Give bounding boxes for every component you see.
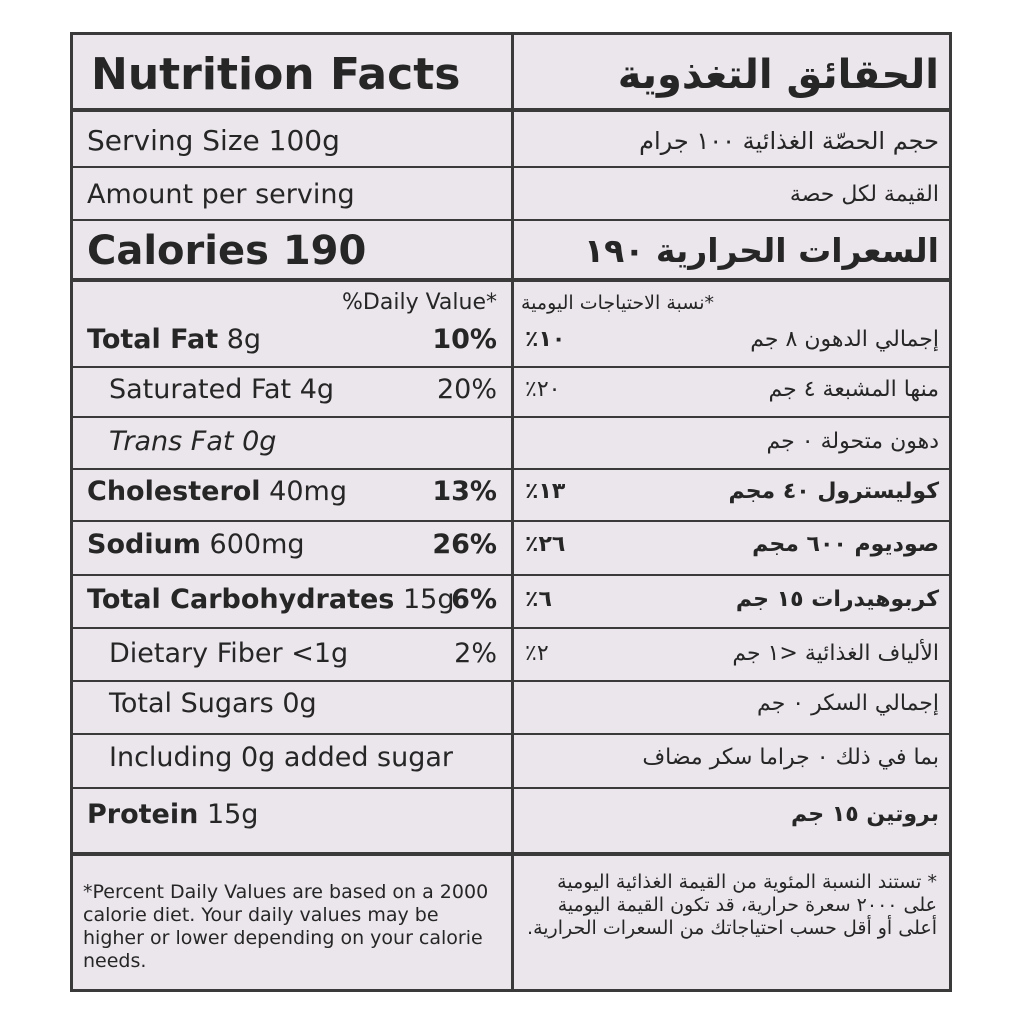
footnote-ar: * تستند النسبة المئوية من القيمة الغذائي… (527, 871, 937, 939)
nutrient-amount: 8g (226, 324, 262, 355)
daily-value: 13% (432, 476, 497, 507)
daily-value-header: %Daily Value* (342, 290, 497, 315)
nutrient-label: Total Sugars (109, 688, 274, 719)
rule (73, 219, 949, 221)
daily-value-ar: ١٣٪ (525, 479, 566, 504)
rule (73, 852, 949, 856)
nutrient-label: Total Fat (87, 324, 219, 355)
rule (73, 680, 949, 682)
serving-size-ar: حجم الحصّة الغذائية ١٠٠ جرام (639, 127, 939, 155)
nutrient-amount: 0g (242, 426, 277, 457)
nutrient-name-ar: إجمالي الدهون ٨ جم (750, 327, 939, 352)
nutrient-name: Cholesterol 40mg (87, 472, 347, 512)
nutrition-label: Nutrition Facts الحقائق التغذوية Serving… (70, 32, 952, 992)
rule (73, 627, 949, 629)
nutrient-name: Total Carbohydrates 15g (87, 580, 454, 620)
nutrient-name-ar: كربوهيدرات ١٥ جم (735, 587, 939, 612)
nutrient-label: Saturated Fat (109, 374, 292, 405)
serving-size: Serving Size 100g (87, 124, 340, 157)
daily-value-ar: ٢٠٪ (525, 377, 561, 402)
nutrient-name: Total Fat 8g (87, 320, 261, 360)
daily-value: 20% (436, 374, 497, 405)
nutrient-label: Total Carbohydrates (87, 584, 395, 615)
rule (73, 520, 949, 522)
title-ar: الحقائق التغذوية (617, 52, 939, 98)
nutrient-label: Dietary Fiber (109, 638, 283, 669)
daily-value-ar: ٢٪ (525, 641, 549, 666)
daily-value: 26% (432, 529, 497, 560)
nutrient-name-ar: كوليسترول ٤٠ مجم (728, 479, 939, 504)
nutrient-name-ar: دهون متحولة ٠ جم (766, 429, 939, 454)
nutrient-name-ar: بروتين ١٥ جم (791, 802, 939, 827)
nutrient-label: Sodium (87, 529, 201, 560)
calories-ar: السعرات الحرارية ١٩٠ (583, 231, 939, 270)
daily-value-header-ar: *نسبة الاحتياجات اليومية (521, 292, 714, 314)
nutrient-name-ar: إجمالي السكر ٠ جم (757, 691, 939, 716)
nutrient-name: Saturated Fat 4g (109, 370, 334, 410)
rule (73, 166, 949, 168)
nutrient-amount: 600mg (209, 529, 305, 560)
calories: Calories 190 (87, 228, 367, 274)
nutrient-label: Including 0g added sugar (109, 742, 454, 773)
rule (73, 574, 949, 576)
daily-value-ar: ٢٦٪ (525, 532, 566, 557)
daily-value-ar: ٦٪ (525, 587, 552, 612)
nutrient-name-ar: الألياف الغذائية <١ جم (732, 641, 939, 666)
amount-per-serving: Amount per serving (87, 179, 355, 210)
rule (73, 278, 949, 282)
nutrient-name: Sodium 600mg (87, 525, 305, 565)
daily-value: 6% (451, 584, 497, 615)
column-divider (511, 35, 514, 989)
nutrient-name: Protein 15g (87, 795, 258, 835)
title: Nutrition Facts (91, 49, 461, 100)
footnote: *Percent Daily Values are based on a 200… (83, 881, 489, 972)
nutrient-name: Trans Fat 0g (109, 422, 276, 462)
rule (73, 366, 949, 368)
nutrient-amount: <1g (291, 638, 349, 669)
daily-value: 2% (454, 638, 497, 669)
nutrient-label: Protein (87, 799, 199, 830)
rule (73, 416, 949, 418)
nutrient-name-ar: بما في ذلك ٠ جراما سكر مضاف (642, 745, 939, 770)
rule (73, 787, 949, 789)
nutrient-amount: 15g (206, 799, 259, 830)
nutrient-name-ar: صوديوم ٦٠٠ مجم (752, 532, 939, 557)
nutrient-amount: 15g (402, 584, 455, 615)
nutrient-name-ar: منها المشبعة ٤ جم (768, 377, 939, 402)
daily-value-ar: ١٠٪ (525, 327, 566, 352)
nutrient-name: Including 0g added sugar (109, 738, 453, 778)
nutrient-name: Dietary Fiber <1g (109, 634, 348, 674)
nutrient-label: Trans Fat (109, 426, 234, 457)
amount-per-serving-ar: القيمة لكل حصة (789, 182, 939, 207)
rule (73, 733, 949, 735)
nutrient-amount: 40mg (269, 476, 347, 507)
nutrient-name: Total Sugars 0g (109, 684, 317, 724)
daily-value: 10% (432, 324, 497, 355)
nutrient-amount: 0g (282, 688, 317, 719)
nutrient-amount: 4g (299, 374, 335, 405)
rule (73, 108, 949, 112)
nutrient-label: Cholesterol (87, 476, 261, 507)
rule (73, 468, 949, 470)
